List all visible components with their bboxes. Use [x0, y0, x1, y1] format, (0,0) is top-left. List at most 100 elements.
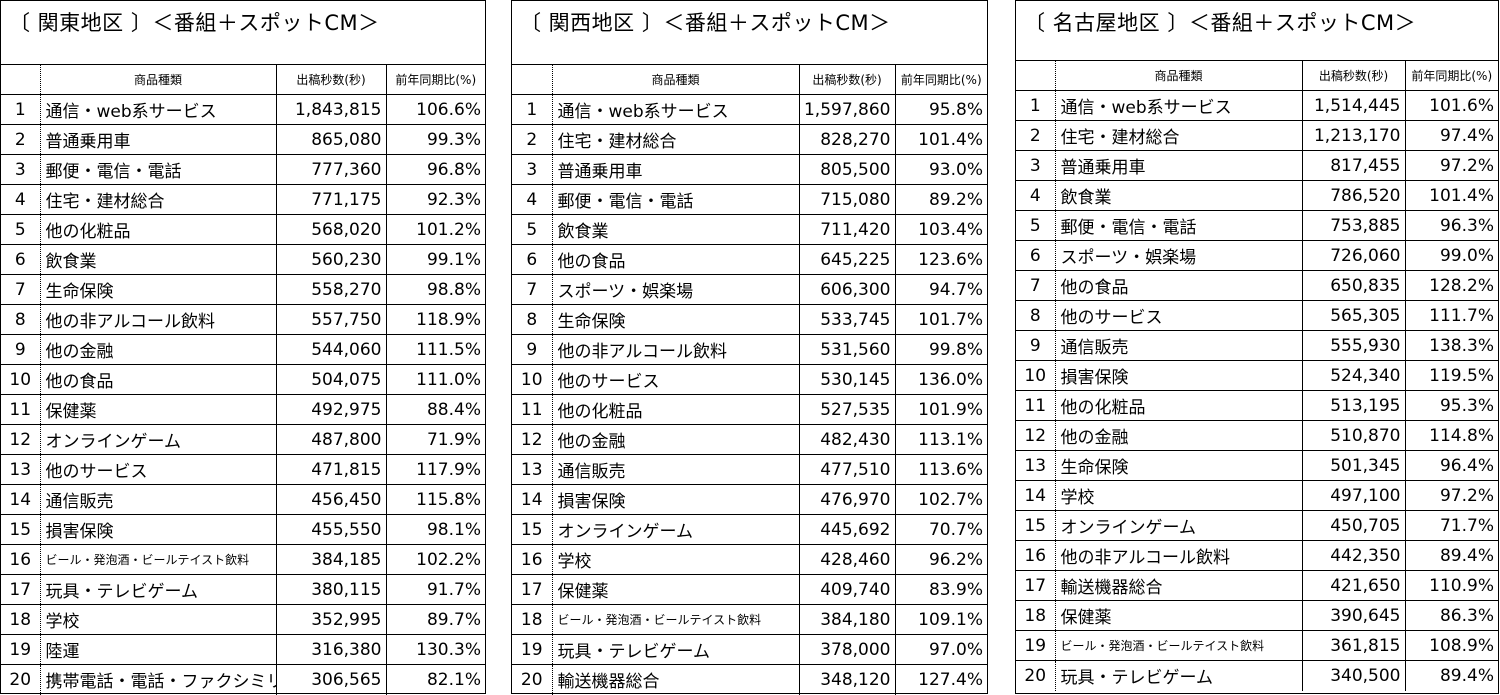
table-body: 商品種類 出稿秒数(秒) 前年同期比(%) 1 通信・web系サービス 1,597,860…: [512, 64, 987, 695]
table-row: 8 他のサービス 565,305 111.7%: [1016, 300, 1498, 331]
rank-cell: 19: [1, 634, 41, 665]
ratio-cell: 101.4%: [1405, 180, 1498, 211]
seconds-cell: 455,550: [276, 514, 387, 545]
rank-cell: 13: [1, 454, 41, 485]
rank-cell: 17: [1016, 570, 1056, 601]
seconds-cell: 450,705: [1302, 510, 1406, 541]
ratio-cell: 136.0%: [895, 364, 987, 395]
ratio-cell: 71.9%: [386, 424, 485, 455]
table-row: 14 損害保険 476,970 102.7%: [512, 484, 987, 515]
ranking-table: 商品種類 出稿秒数(秒) 前年同期比(%) 1 通信・web系サービス 1,843,815…: [1, 64, 485, 695]
ratio-cell: 99.3%: [386, 124, 485, 155]
table-body: 商品種類 出稿秒数(秒) 前年同期比(%) 1 通信・web系サービス 1,514,445…: [1016, 60, 1498, 691]
table-row: 9 他の金融 544,060 111.5%: [1, 334, 485, 365]
table-row: 17 輸送機器総合 421,650 110.9%: [1016, 570, 1498, 601]
rank-cell: 16: [1016, 540, 1056, 571]
seconds-cell: 497,100: [1302, 480, 1406, 511]
ratio-cell: 102.2%: [386, 544, 485, 575]
ratio-cell: 83.9%: [895, 574, 987, 605]
category-cell: 住宅・建材総合: [552, 124, 800, 155]
category-cell: 他のサービス: [40, 454, 277, 485]
seconds-cell: 390,645: [1302, 600, 1406, 631]
table-row: 19 玩具・テレビゲーム 378,000 97.0%: [512, 634, 987, 665]
seconds-cell: 409,740: [799, 574, 896, 605]
table-row: 12 オンラインゲーム 487,800 71.9%: [1, 424, 485, 455]
table-row: 10 他のサービス 530,145 136.0%: [512, 364, 987, 395]
category-cell: ビール・発泡酒・ビールテイスト飲料: [40, 544, 277, 575]
seconds-cell: 361,815: [1302, 630, 1406, 661]
table-row: 18 ビール・発泡酒・ビールテイスト飲料 384,180 109.1%: [512, 604, 987, 635]
table-row: 9 他の非アルコール飲料 531,560 99.8%: [512, 334, 987, 365]
rank-cell: 1: [512, 94, 553, 125]
category-cell: 他の食品: [40, 364, 277, 395]
rank-cell: 6: [1016, 240, 1056, 271]
rank-cell: 18: [512, 604, 553, 635]
category-cell: 保健薬: [1055, 600, 1303, 631]
ratio-cell: 117.9%: [386, 454, 485, 485]
seconds-cell: 487,800: [276, 424, 387, 455]
ratio-cell: 97.2%: [1405, 150, 1498, 181]
table-row: 2 住宅・建材総合 828,270 101.4%: [512, 124, 987, 155]
table-row: 18 学校 352,995 89.7%: [1, 604, 485, 635]
ratio-cell: 101.4%: [895, 124, 987, 155]
seconds-cell: 805,500: [799, 154, 896, 185]
rank-cell: 8: [1016, 300, 1056, 331]
category-cell: 損害保険: [40, 514, 277, 545]
category-cell: 学校: [552, 544, 800, 575]
rank-cell: 10: [1016, 360, 1056, 391]
rank-cell: 12: [1016, 420, 1056, 451]
category-cell: 郵便・電信・電話: [40, 154, 277, 185]
ratio-cell: 95.8%: [895, 94, 987, 125]
table-row: 18 保健薬 390,645 86.3%: [1016, 600, 1498, 631]
table-row: 4 住宅・建材総合 771,175 92.3%: [1, 184, 485, 215]
ratio-cell: 92.3%: [386, 184, 485, 215]
header-seconds: 出稿秒数(秒): [276, 64, 387, 95]
rank-cell: 20: [1, 664, 41, 695]
ranking-table: 商品種類 出稿秒数(秒) 前年同期比(%) 1 通信・web系サービス 1,514,445…: [1016, 60, 1498, 691]
seconds-cell: 1,597,860: [799, 94, 896, 125]
rank-cell: 10: [1, 364, 41, 395]
table-row: 6 飲食業 560,230 99.1%: [1, 244, 485, 275]
table-row: 14 学校 497,100 97.2%: [1016, 480, 1498, 511]
category-cell: オンラインゲーム: [552, 514, 800, 545]
seconds-cell: 865,080: [276, 124, 387, 155]
seconds-cell: 786,520: [1302, 180, 1406, 211]
category-cell: 携帯電話・電話・ファクシミリ: [40, 664, 277, 695]
rank-cell: 18: [1, 604, 41, 635]
category-cell: 普通乗用車: [40, 124, 277, 155]
rank-cell: 10: [512, 364, 553, 395]
rank-cell: 11: [1016, 390, 1056, 421]
table-row: 16 他の非アルコール飲料 442,350 89.4%: [1016, 540, 1498, 571]
header-category: 商品種類: [552, 64, 800, 95]
ratio-cell: 96.3%: [1405, 210, 1498, 241]
ratio-cell: 99.1%: [386, 244, 485, 275]
seconds-cell: 817,455: [1302, 150, 1406, 181]
rank-cell: 15: [512, 514, 553, 545]
category-cell: オンラインゲーム: [1055, 510, 1303, 541]
seconds-cell: 771,175: [276, 184, 387, 215]
seconds-cell: 650,835: [1302, 270, 1406, 301]
category-cell: 生命保険: [40, 274, 277, 305]
seconds-cell: 645,225: [799, 244, 896, 275]
rank-cell: 1: [1016, 90, 1056, 121]
table-row: 2 普通乗用車 865,080 99.3%: [1, 124, 485, 155]
category-cell: 他の化粧品: [40, 214, 277, 245]
category-cell: 通信・web系サービス: [1055, 90, 1303, 121]
category-cell: 生命保険: [552, 304, 800, 335]
seconds-cell: 568,020: [276, 214, 387, 245]
category-cell: 住宅・建材総合: [40, 184, 277, 215]
seconds-cell: 533,745: [799, 304, 896, 335]
table-row: 4 郵便・電信・電話 715,080 89.2%: [512, 184, 987, 215]
ratio-cell: 127.4%: [918, 669, 983, 690]
ratio-cell: 130.3%: [386, 634, 485, 665]
seconds-cell: 316,380: [276, 634, 387, 665]
category-cell: 通信・web系サービス: [40, 94, 277, 125]
header-row: 商品種類 出稿秒数(秒) 前年同期比(%): [1, 64, 485, 95]
rank-cell: 2: [1016, 120, 1056, 151]
ratio-cell: 86.3%: [1405, 600, 1498, 631]
category-cell: 他の金融: [552, 424, 800, 455]
header-rank: [1016, 60, 1056, 91]
panel-kansai: 〔 関西地区 〕＜番組＋スポットCM＞ 商品種類 出稿秒数(秒) 前年同期比(%) 1…: [511, 0, 988, 695]
rank-cell: 3: [512, 154, 553, 185]
seconds-cell: 565,305: [1302, 300, 1406, 331]
